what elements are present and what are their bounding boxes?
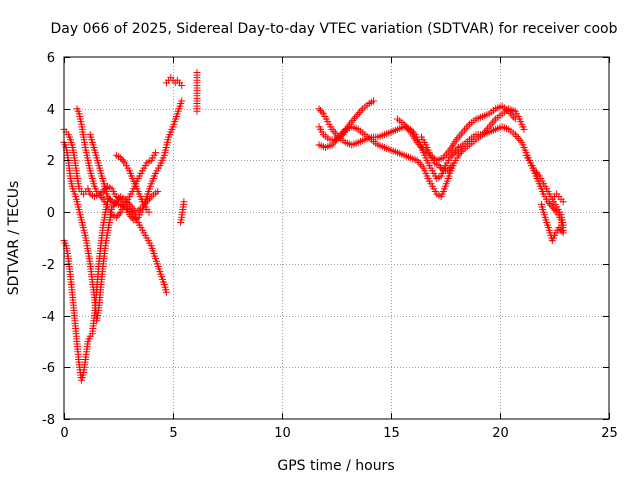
data-point <box>449 150 457 158</box>
data-point <box>436 163 444 171</box>
data-point <box>115 210 123 218</box>
data-point <box>114 196 122 204</box>
data-point <box>511 115 519 123</box>
data-point <box>125 206 133 214</box>
x-tick-label: 15 <box>383 426 400 441</box>
data-point <box>96 192 104 200</box>
data-point <box>547 201 555 209</box>
data-point <box>532 168 540 176</box>
x-axis-ticks: 0 5 10 15 20 25 <box>60 57 618 441</box>
data-point <box>127 207 135 215</box>
x-tick-label: 5 <box>169 426 177 441</box>
data-point <box>446 154 454 162</box>
chart-title: Day 066 of 2025, Sidereal Day-to-day VTE… <box>51 21 618 37</box>
data-point <box>438 165 446 173</box>
y-tick-label: -4 <box>42 310 55 325</box>
y-axis-label: SDTVAR / TECUs <box>6 181 22 296</box>
y-tick-label: 0 <box>47 206 55 221</box>
data-point <box>104 193 112 201</box>
data-point <box>531 167 539 175</box>
x-tick-label: 20 <box>492 426 509 441</box>
data-point <box>112 213 120 221</box>
data-point <box>315 105 323 113</box>
data-point <box>114 212 122 220</box>
data-point <box>448 162 456 170</box>
data-point <box>559 198 567 206</box>
data-point <box>452 147 460 155</box>
data-point <box>555 224 563 232</box>
data-point <box>447 163 455 171</box>
data-point <box>145 208 153 216</box>
data-point <box>180 198 188 206</box>
data-point <box>120 157 128 165</box>
data-point <box>534 170 542 178</box>
data-point <box>128 209 136 217</box>
data-point <box>178 97 186 105</box>
data-point <box>453 145 461 153</box>
data-point <box>558 227 566 235</box>
y-tick-label: 2 <box>47 154 55 169</box>
data-point <box>550 205 558 213</box>
data-point <box>447 152 455 160</box>
y-tick-label: -6 <box>42 361 55 376</box>
y-tick-label: 6 <box>47 51 55 66</box>
data-point <box>545 200 553 208</box>
x-tick-label: 25 <box>601 426 618 441</box>
data-point <box>98 193 106 201</box>
data-point <box>370 97 378 105</box>
data-point <box>118 156 126 164</box>
data-point <box>154 187 162 195</box>
data-point <box>95 190 103 198</box>
data-point <box>317 106 325 114</box>
data-point <box>152 149 160 157</box>
plot-frame <box>63 56 610 420</box>
x-tick-label: 0 <box>60 426 68 441</box>
y-tick-label: 4 <box>47 103 55 118</box>
y-tick-label: -8 <box>42 413 55 428</box>
data-point <box>117 154 125 162</box>
data-point <box>318 108 326 116</box>
data-point <box>450 149 458 157</box>
data-point <box>435 162 443 170</box>
y-tick-label: -2 <box>42 258 55 273</box>
data-point <box>193 107 201 115</box>
data-point <box>455 151 463 159</box>
x-tick-label: 10 <box>274 426 291 441</box>
y-axis-ticks: -8 -6 -4 -2 0 2 4 6 <box>42 51 609 428</box>
x-axis-label: GPS time / hours <box>277 458 394 474</box>
data-point <box>444 167 452 175</box>
data-point <box>457 148 465 156</box>
data-point <box>551 206 559 214</box>
data-point <box>105 194 113 202</box>
data-point <box>556 225 564 233</box>
data-point <box>520 125 528 133</box>
data-point <box>559 229 567 237</box>
data-point <box>445 165 453 173</box>
data-point <box>559 221 567 229</box>
data-points <box>60 69 567 384</box>
data-point <box>456 150 464 158</box>
data-point <box>107 196 115 204</box>
data-point <box>162 288 170 296</box>
data-point <box>178 81 186 89</box>
